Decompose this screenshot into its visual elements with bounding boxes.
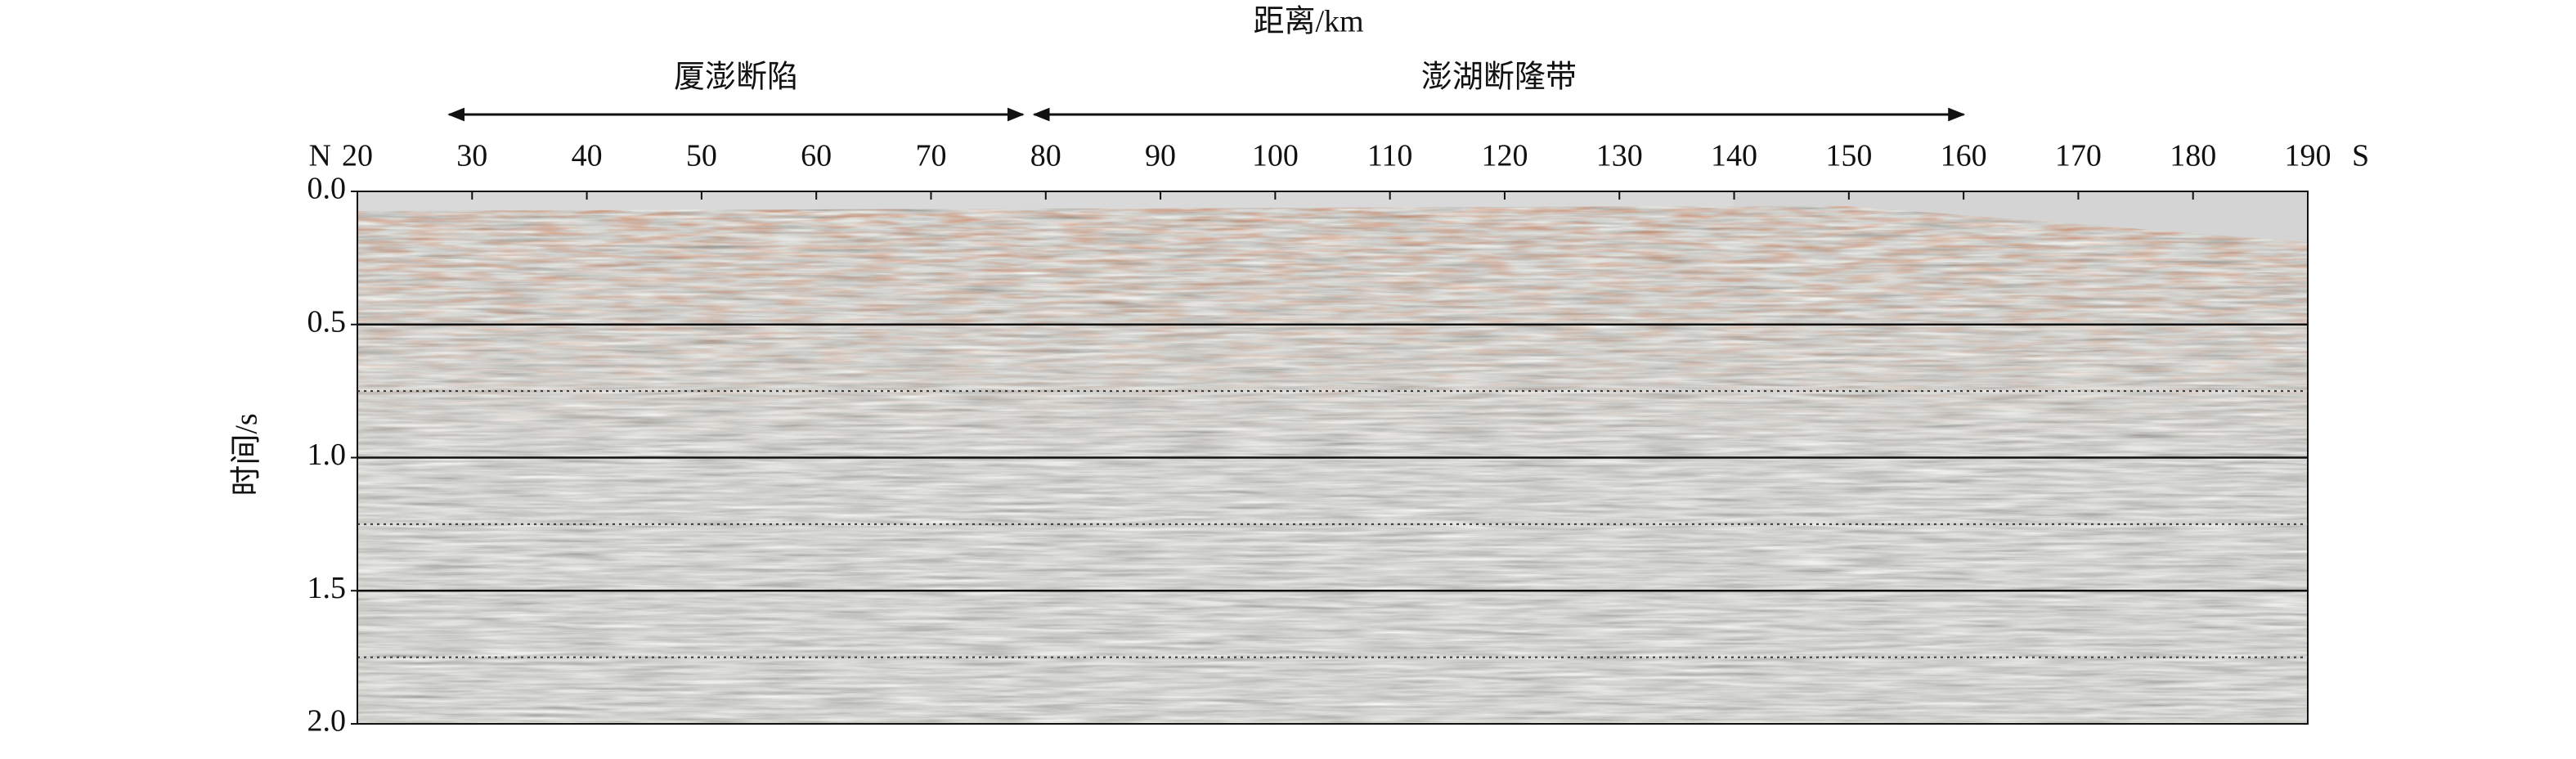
left-direction-label: N <box>309 139 331 173</box>
x-tick-label: 160 <box>1941 139 1987 173</box>
y-tick-label: 1.5 <box>307 571 347 605</box>
x-tick-label: 40 <box>572 139 603 173</box>
x-tick-label: 170 <box>2055 139 2102 173</box>
x-tick-label: 130 <box>1596 139 1643 173</box>
region-label: 厦澎断陷 <box>674 61 798 95</box>
seismic-reflections <box>357 204 2308 450</box>
x-tick-label: 140 <box>1711 139 1757 173</box>
region-label: 澎湖断隆带 <box>1421 61 1577 95</box>
x-tick-label: 90 <box>1145 139 1176 173</box>
x-tick-label: 30 <box>456 139 487 173</box>
y-tick-label: 1.0 <box>307 438 347 472</box>
x-tick-label: 80 <box>1030 139 1061 173</box>
x-tick-label: 70 <box>915 139 946 173</box>
x-tick-label: 20 <box>342 139 373 173</box>
x-tick-label: 60 <box>801 139 832 173</box>
y-axis-title: 时间/s <box>230 413 264 496</box>
y-tick-label: 0.5 <box>307 304 347 339</box>
x-tick-label: 50 <box>686 139 717 173</box>
y-tick-label: 0.0 <box>307 172 347 206</box>
x-tick-label: 150 <box>1825 139 1872 173</box>
x-axis-title: 距离/km <box>1253 5 1363 39</box>
water-column <box>1734 191 2308 242</box>
x-tick-label: 120 <box>1481 139 1528 173</box>
x-tick-label: 190 <box>2285 139 2331 173</box>
x-tick-label: 110 <box>1367 139 1413 173</box>
right-direction-label: S <box>2352 139 2369 173</box>
x-tick-label: 100 <box>1252 139 1299 173</box>
x-tick-label: 180 <box>2170 139 2216 173</box>
y-tick-label: 2.0 <box>307 704 347 739</box>
